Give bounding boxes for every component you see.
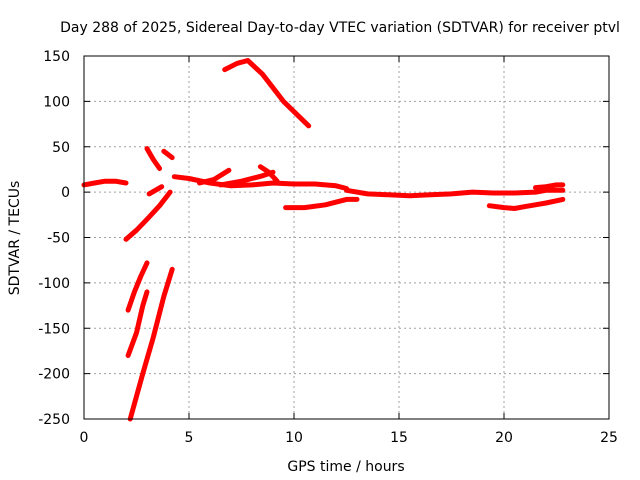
- y-tick-label: 150: [43, 49, 70, 65]
- y-tick-label: -150: [38, 321, 70, 337]
- series-line-8: [127, 266, 175, 422]
- series-line-16: [486, 196, 566, 211]
- y-axis-label: SDTVAR / TECUs: [7, 181, 23, 296]
- y-tick-label: -50: [47, 231, 70, 247]
- series-line-2: [123, 189, 173, 242]
- series-line-15: [344, 187, 566, 199]
- y-tick-label: -250: [38, 412, 70, 428]
- ticks: [83, 55, 610, 420]
- series-line-6: [125, 260, 150, 313]
- y-tick-label: -100: [38, 276, 70, 292]
- series-line-1: [81, 178, 129, 188]
- series-line-10: [197, 167, 232, 186]
- y-tick-label: -200: [38, 367, 70, 383]
- series-line-13: [222, 58, 312, 129]
- x-tick-label: 5: [185, 430, 194, 446]
- series-line-12: [257, 164, 280, 184]
- series-group: [81, 58, 566, 422]
- x-axis-label: GPS time / hours: [287, 459, 404, 475]
- chart-title: Day 288 of 2025, Sidereal Day-to-day VTE…: [60, 20, 620, 36]
- y-tick-label: 0: [61, 185, 70, 201]
- y-tick-label: 100: [43, 94, 70, 110]
- tick-labels: 0 5 10 15 20 25 -250 -200 -150 -100 -50 0 50 100 150: [38, 49, 618, 446]
- series-line-4: [144, 146, 163, 171]
- series-line-3: [146, 184, 165, 197]
- grid: [84, 56, 609, 419]
- x-tick-label: 0: [80, 430, 89, 446]
- x-tick-label: 10: [285, 430, 303, 446]
- series-line-14: [283, 196, 360, 211]
- y-tick-label: 50: [52, 140, 70, 156]
- x-tick-label: 15: [390, 430, 408, 446]
- series-line-7: [125, 289, 150, 358]
- x-tick-label: 25: [600, 430, 618, 446]
- x-tick-label: 20: [495, 430, 513, 446]
- series-line-5: [161, 148, 175, 161]
- series-line-17: [533, 182, 566, 191]
